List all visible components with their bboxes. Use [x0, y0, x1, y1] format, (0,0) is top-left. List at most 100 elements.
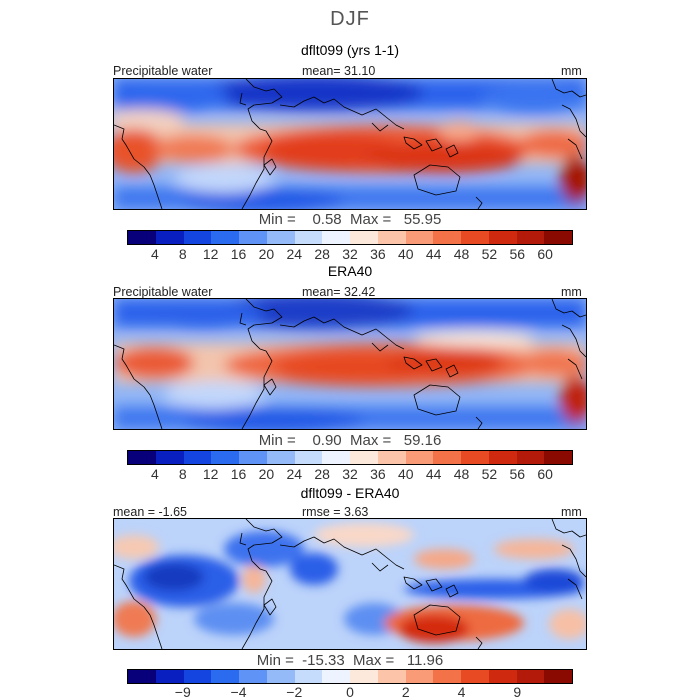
colorbar-swatch	[350, 231, 378, 244]
colorbar-swatch	[544, 670, 572, 683]
panel-2-variable-label: Precipitable water	[113, 285, 213, 299]
colorbar-tick-label: 32	[342, 246, 358, 262]
colorbar-swatch	[322, 451, 350, 464]
colorbar-swatch	[488, 231, 517, 244]
colorbar-swatch	[488, 451, 517, 464]
colorbar-swatch	[461, 231, 489, 244]
colorbar-swatch	[516, 670, 545, 683]
panel-2-title: ERA40	[327, 263, 373, 279]
colorbar-tick-label: 20	[258, 466, 275, 482]
colorbar-swatch	[239, 231, 267, 244]
colorbar-swatch	[183, 451, 212, 464]
colorbar-swatch	[377, 670, 406, 683]
colorbar-swatch	[405, 670, 434, 683]
colorbar-swatch	[433, 231, 461, 244]
colorbar-swatch	[294, 451, 323, 464]
colorbar-swatch	[433, 451, 461, 464]
colorbar-tick-label: 12	[202, 466, 219, 482]
colorbar-tick-label: 56	[509, 466, 526, 482]
colorbar-swatch	[183, 670, 212, 683]
colorbar-swatch	[183, 231, 212, 244]
panel-3-map	[113, 518, 587, 650]
colorbar-tick-label: 4	[150, 246, 159, 262]
panel-3-min-max: Min = -15.33 Max = 11.96	[256, 652, 444, 669]
colorbar-swatch	[350, 451, 378, 464]
panel-1-variable-label: Precipitable water	[113, 64, 213, 78]
colorbar-tick-label: 60	[537, 246, 553, 262]
colorbar-tick-label: 8	[178, 246, 187, 262]
colorbar-tick-label: 52	[481, 466, 498, 482]
colorbar-swatch	[294, 231, 323, 244]
colorbar-tick-label: 2	[401, 684, 410, 700]
colorbar-tick-label: 48	[453, 466, 470, 482]
colorbar-swatch	[516, 231, 545, 244]
colorbar-swatch	[405, 231, 434, 244]
colorbar-tick-label: 36	[370, 466, 386, 482]
colorbar-swatch	[544, 231, 572, 244]
colorbar-swatch	[155, 451, 184, 464]
colorbar-swatch	[433, 670, 461, 683]
panel-1-mean-label: mean= 31.10	[302, 64, 376, 78]
panel-3-units-label: mm	[561, 505, 582, 519]
panel-2-mean-label: mean= 32.42	[302, 285, 376, 299]
colorbar-swatch	[266, 670, 295, 683]
colorbar-tick-label: 44	[425, 466, 442, 482]
colorbar-tick-label: 52	[481, 246, 498, 262]
panel-2-map	[113, 298, 587, 430]
panel-1-min-max: Min = 0.58 Max = 55.95	[258, 211, 442, 228]
colorbar-swatch	[461, 451, 489, 464]
colorbar-tick-label: −2	[286, 684, 303, 700]
colorbar-swatch	[239, 451, 267, 464]
colorbar-swatch	[211, 451, 239, 464]
panel-1-units-label: mm	[561, 64, 582, 78]
colorbar-swatch	[128, 451, 156, 464]
colorbar-swatch	[544, 451, 572, 464]
colorbar-tick-label: 36	[370, 246, 386, 262]
colorbar-swatch	[239, 670, 267, 683]
colorbar-swatch	[155, 231, 184, 244]
colorbar-tick-label: 28	[314, 466, 330, 482]
colorbar-swatch	[461, 670, 489, 683]
panel-2-colorbar-ticks: 4 8 12 16 20 24 28 32 36 40 44 48 52 56 60	[127, 466, 573, 482]
colorbar-swatch	[405, 451, 434, 464]
panel-1-title: dflt099 (yrs 1-1)	[300, 42, 400, 58]
colorbar-tick-label: 4	[457, 684, 466, 700]
panel-2-colorbar	[127, 450, 573, 465]
panel-3-rmse-label: rmse = 3.63	[302, 505, 369, 519]
colorbar-swatch	[516, 451, 545, 464]
colorbar-swatch	[322, 231, 350, 244]
colorbar-swatch	[155, 670, 184, 683]
panel-1-colorbar-ticks: 4 8 12 16 20 24 28 32 36 40 44 48 52 56 60	[127, 246, 573, 262]
panel-2-units-label: mm	[561, 285, 582, 299]
panel-2-min-max: Min = 0.90 Max = 59.16	[258, 432, 442, 449]
colorbar-tick-label: 16	[230, 466, 247, 482]
colorbar-swatch	[488, 670, 517, 683]
panel-1-map	[113, 78, 587, 210]
colorbar-swatch	[294, 670, 323, 683]
panel-3-title: dflt099 - ERA40	[300, 485, 400, 501]
colorbar-swatch	[211, 670, 239, 683]
colorbar-tick-label: 12	[202, 246, 219, 262]
colorbar-tick-label: −4	[230, 684, 247, 700]
colorbar-tick-label: 44	[425, 246, 442, 262]
colorbar-swatch	[377, 451, 406, 464]
colorbar-tick-label: 24	[286, 246, 303, 262]
colorbar-swatch	[211, 231, 239, 244]
colorbar-swatch	[128, 670, 156, 683]
colorbar-tick-label: 4	[150, 466, 159, 482]
colorbar-tick-label: −9	[174, 684, 191, 700]
colorbar-tick-label: 60	[537, 466, 553, 482]
colorbar-swatch	[128, 231, 156, 244]
panel-3-colorbar-ticks: −9 −4 −2 0 2 4 9	[127, 684, 573, 700]
colorbar-swatch	[322, 670, 350, 683]
colorbar-tick-label: 40	[397, 246, 414, 262]
colorbar-tick-label: 8	[178, 466, 187, 482]
colorbar-swatch	[377, 231, 406, 244]
colorbar-tick-label: 20	[258, 246, 275, 262]
colorbar-tick-label: 24	[286, 466, 303, 482]
colorbar-swatch	[266, 451, 295, 464]
colorbar-swatch	[266, 231, 295, 244]
colorbar-tick-label: 16	[230, 246, 247, 262]
figure-title: DJF	[330, 8, 370, 30]
panel-3-colorbar	[127, 669, 573, 684]
